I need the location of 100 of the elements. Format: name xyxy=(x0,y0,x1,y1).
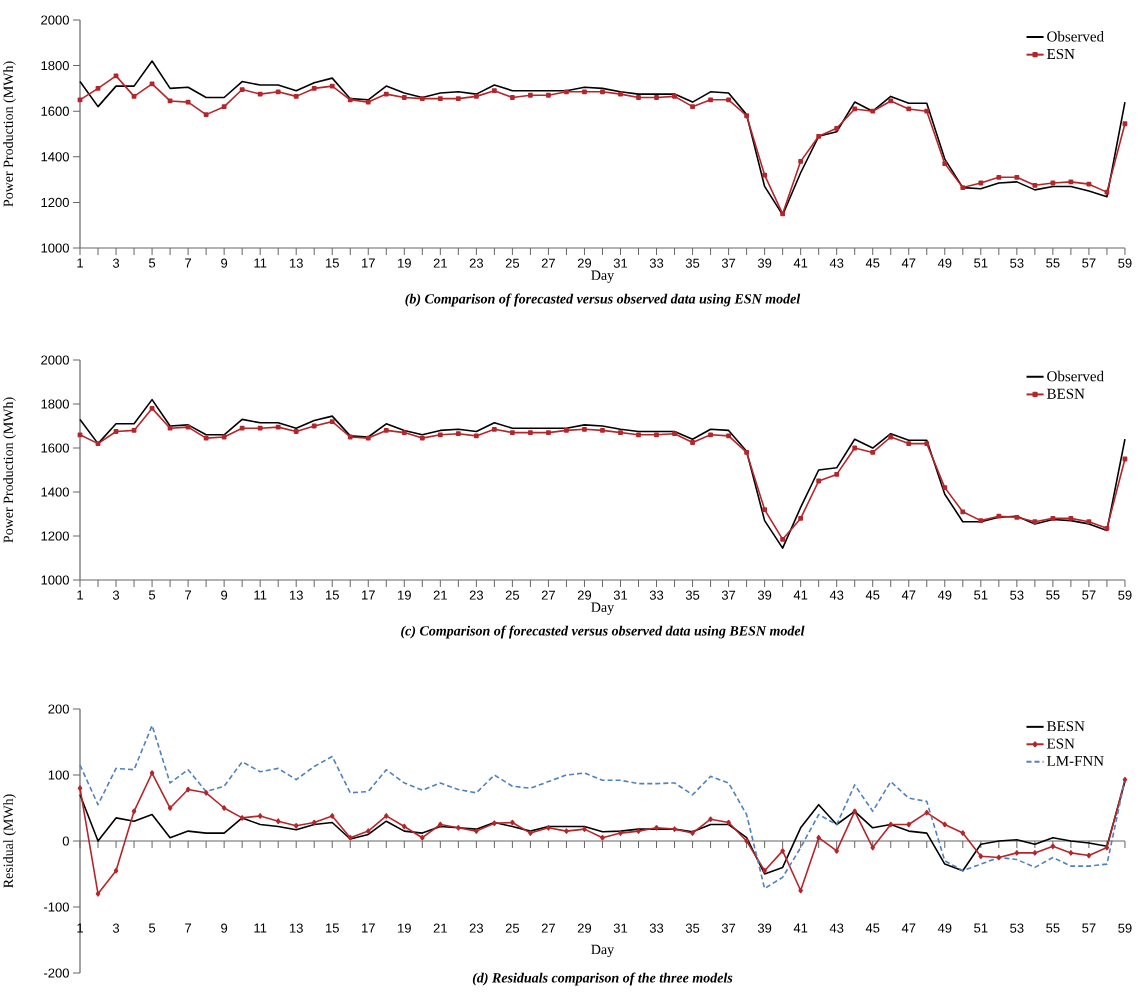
point xyxy=(347,97,353,103)
point xyxy=(906,441,912,447)
x-tick-label: 19 xyxy=(398,923,411,933)
x-tick-label: 41 xyxy=(793,923,808,933)
point xyxy=(383,428,389,433)
point xyxy=(1068,516,1074,521)
legend-label: ESN xyxy=(1047,48,1075,60)
y-tick-label: 2000 xyxy=(41,355,69,365)
x-tick-label: 17 xyxy=(362,590,375,600)
x-tick-label: 55 xyxy=(1046,590,1060,600)
y-tick-label: 1600 xyxy=(41,106,69,116)
x-tick-label: 37 xyxy=(721,923,736,933)
text: (d) Residuals comparison of the three models xyxy=(472,972,733,986)
point xyxy=(221,104,227,110)
point xyxy=(564,428,569,433)
point xyxy=(347,834,353,841)
point xyxy=(672,826,677,832)
x-tick-label: 37 xyxy=(721,258,736,268)
x-tick-label: 11 xyxy=(254,258,267,268)
x-tick-label: 25 xyxy=(505,590,520,600)
point xyxy=(347,434,353,440)
x-tick-label: 21 xyxy=(433,923,447,933)
point xyxy=(870,844,876,851)
x-tick-label: 25 xyxy=(505,923,520,933)
point xyxy=(1086,852,1092,859)
point xyxy=(77,97,83,103)
point xyxy=(690,104,695,110)
point xyxy=(131,808,137,815)
legend-label: Observed xyxy=(1047,31,1104,42)
x-tick-label: 1 xyxy=(77,258,83,268)
point xyxy=(726,433,731,439)
legend-label: LM-FNN xyxy=(1047,756,1104,766)
point xyxy=(618,430,623,436)
point xyxy=(888,434,894,440)
point xyxy=(618,91,623,97)
point xyxy=(636,828,641,834)
point xyxy=(402,823,407,830)
point xyxy=(690,830,695,836)
y-tick-label: 1400 xyxy=(41,152,69,162)
point xyxy=(185,424,191,430)
y-tick-label: 1200 xyxy=(41,531,69,541)
point xyxy=(419,435,425,441)
x-tick-label: 23 xyxy=(469,923,484,933)
point xyxy=(113,867,119,874)
point xyxy=(780,536,786,542)
x-tick-label: 1 xyxy=(77,923,83,933)
point xyxy=(95,441,101,447)
x-tick-label: 53 xyxy=(1010,923,1024,933)
legend-label: BESN xyxy=(1047,388,1085,399)
point xyxy=(726,819,731,826)
point xyxy=(113,429,119,434)
point xyxy=(1014,850,1020,856)
x-tick-label: 13 xyxy=(289,590,303,600)
y-tick-label: 1200 xyxy=(41,197,69,207)
point xyxy=(149,81,155,87)
x-tick-label: 35 xyxy=(685,923,700,933)
x-tick-label: 31 xyxy=(613,923,628,933)
x-tick-label: 33 xyxy=(649,590,664,600)
x-tick-label: 45 xyxy=(865,923,880,933)
x-tick-label: 3 xyxy=(112,258,120,268)
point xyxy=(816,133,822,139)
point xyxy=(401,430,407,436)
point xyxy=(996,174,1002,180)
x-tick-label: 45 xyxy=(865,590,880,600)
point xyxy=(546,92,551,98)
point xyxy=(888,821,894,828)
x-tick-label: 11 xyxy=(254,923,267,933)
x-tick-label: 27 xyxy=(541,258,555,268)
point xyxy=(474,828,479,834)
x-tick-label: 39 xyxy=(757,923,772,933)
point xyxy=(509,95,515,100)
point xyxy=(492,820,497,826)
point xyxy=(456,825,461,831)
point xyxy=(834,472,840,477)
x-tick-label: 27 xyxy=(541,923,555,933)
point xyxy=(798,158,804,164)
x-tick-label: 57 xyxy=(1082,590,1096,600)
point xyxy=(726,97,731,103)
x-tick-label: 15 xyxy=(325,590,339,600)
x-tick-label: 39 xyxy=(757,590,772,600)
y-tick-label: -200 xyxy=(44,968,69,978)
point xyxy=(257,425,263,431)
point xyxy=(924,809,930,816)
x-tick-label: 19 xyxy=(398,590,411,600)
point xyxy=(149,770,155,776)
x-tick-label: 49 xyxy=(937,923,952,933)
point xyxy=(708,97,713,103)
point xyxy=(1050,843,1056,850)
point xyxy=(942,821,948,828)
x-tick-label: 23 xyxy=(469,590,484,600)
point xyxy=(365,435,371,441)
text: (b) Comparison of forecasted versus observed data using ESN model xyxy=(405,293,801,307)
point xyxy=(1122,776,1128,783)
x-axis-title: Day xyxy=(591,602,615,615)
point xyxy=(131,93,137,99)
x-tick-label: 19 xyxy=(398,258,411,268)
x-tick-label: 23 xyxy=(469,258,484,268)
x-tick-label: 59 xyxy=(1118,923,1132,933)
text: (c) Comparison of forecasted versus observed data using BESN model xyxy=(401,625,805,639)
point xyxy=(275,818,281,825)
